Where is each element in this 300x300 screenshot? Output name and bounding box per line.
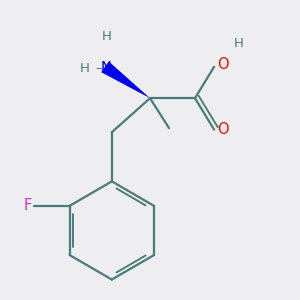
Text: H: H (234, 37, 244, 50)
Text: H: H (80, 62, 89, 75)
Polygon shape (101, 61, 150, 98)
Text: O: O (217, 57, 229, 72)
Text: O: O (217, 122, 229, 137)
Text: –: – (95, 62, 101, 75)
Text: H: H (101, 30, 111, 43)
Text: N: N (101, 61, 112, 76)
Text: F: F (23, 198, 32, 213)
